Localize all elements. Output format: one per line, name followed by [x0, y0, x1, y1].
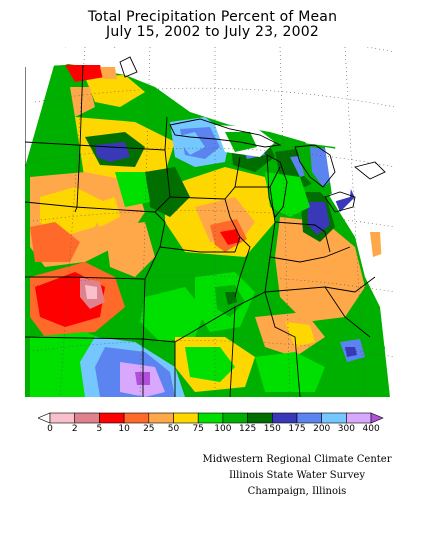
- legend-swatch: [148, 412, 174, 424]
- credit-isws: Illinois State Water Survey: [228, 470, 365, 481]
- credit-mrcc: Midwestern Regional Climate Center: [202, 454, 392, 465]
- legend-tick-label: 175: [288, 424, 306, 434]
- legend-tick-label: 400: [362, 424, 380, 434]
- legend-swatch: [222, 412, 248, 424]
- legend-tick-label: 2: [71, 424, 78, 434]
- legend-tick-label: 200: [313, 424, 331, 434]
- precipitation-map: [25, 47, 395, 397]
- legend-swatch: [296, 412, 323, 424]
- legend-tick-label: 125: [239, 424, 257, 434]
- legend-swatch: [74, 412, 100, 424]
- legend-swatch: [346, 412, 372, 424]
- color-legend: [38, 412, 384, 424]
- legend-tick-label: 300: [337, 424, 355, 434]
- credit-location: Champaign, Illinois: [247, 486, 347, 497]
- graticule: [25, 47, 395, 397]
- legend-tick-label: 75: [192, 424, 204, 434]
- legend-swatch: [197, 412, 224, 424]
- legend-swatch-below-0: [38, 412, 51, 424]
- legend-tick-label: 25: [143, 424, 155, 434]
- map-date-range: July 15, 2002 to July 23, 2002: [106, 24, 319, 40]
- map-title: Total Precipitation Percent of Mean: [87, 9, 338, 25]
- legend-swatch: [123, 412, 150, 424]
- great-lakes: [119, 56, 386, 218]
- legend-swatch: [321, 412, 347, 424]
- legend-tick-label: 100: [214, 424, 232, 434]
- legend-tick-label: 150: [263, 424, 281, 434]
- state-boundaries: [25, 64, 376, 397]
- legend-swatch: [272, 412, 298, 424]
- legend-swatch-above-400: [370, 412, 384, 424]
- legend-tick-label: 5: [96, 424, 103, 434]
- legend-tick-label: 50: [167, 424, 180, 434]
- legend-swatch: [49, 412, 76, 424]
- legend-swatch: [173, 412, 199, 424]
- outside-domain: [115, 47, 395, 232]
- legend-swatch: [99, 412, 125, 424]
- legend-tick-label: 0: [47, 424, 53, 434]
- legend-swatch: [247, 412, 273, 424]
- legend-tick-label: 10: [118, 424, 130, 434]
